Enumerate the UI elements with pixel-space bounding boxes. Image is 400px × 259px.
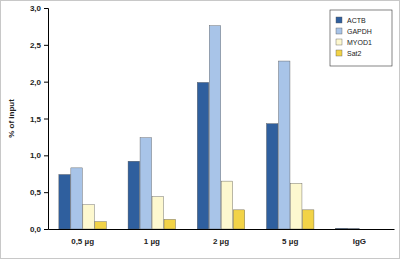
bar	[164, 219, 176, 229]
legend-label: ACTB	[347, 17, 366, 24]
y-tick-mark	[44, 45, 48, 46]
bar	[197, 82, 209, 229]
x-axis: 0,5 µg 1 µg 2 µg 5 µg IgG	[49, 229, 395, 246]
series	[71, 26, 359, 229]
bar	[278, 61, 290, 229]
x-tick-label: 1 µg	[144, 237, 160, 246]
chart: 0,0 0,5 1,0 1,5 2,0 2,5 3,0 0,5 µg 1 µg 2 µg 5 µg I…	[0, 0, 400, 259]
y-axis-line	[44, 9, 49, 230]
frame	[1, 1, 400, 259]
legend-item: MYOD1	[336, 39, 372, 46]
y-tick-mark	[44, 8, 48, 9]
y-tick: 0,0	[30, 225, 48, 234]
legend-label: MYOD1	[347, 39, 372, 46]
legend-item: ACTB	[336, 17, 366, 24]
legend-label: Sat2	[347, 50, 362, 57]
y-tick: 2,5	[30, 41, 48, 50]
y-tick-mark	[44, 155, 48, 156]
bar	[128, 161, 140, 229]
series	[59, 82, 347, 229]
legend-box	[330, 10, 392, 66]
y-tick-label: 0,5	[30, 188, 42, 197]
plot: 0,0 0,5 1,0 1,5 2,0 2,5 3,0 0,5 µg 1 µg 2 µg 5 µg I…	[30, 4, 395, 246]
series	[95, 210, 314, 229]
x-tick-label: IgG	[353, 237, 366, 246]
x-tick-label: 5 µg	[282, 237, 298, 246]
legend-swatch	[336, 50, 342, 56]
y-tick: 3,0	[30, 4, 48, 13]
bar	[360, 229, 372, 230]
y-tick: 0,5	[30, 188, 48, 197]
x-axis-line	[49, 229, 395, 230]
legend-label: GAPDH	[347, 28, 372, 35]
x-tick: 0,5 µg	[71, 229, 94, 246]
y-tick-mark	[44, 119, 48, 120]
x-tick: 1 µg	[144, 229, 160, 246]
y-tick-label: 2,0	[30, 78, 42, 87]
y-tick-label: 1,0	[30, 151, 42, 160]
legend-swatch	[336, 39, 342, 45]
bar	[266, 124, 278, 229]
x-tick: 5 µg	[282, 229, 298, 246]
bar	[209, 26, 221, 229]
bar	[140, 138, 152, 229]
series	[83, 181, 302, 229]
legend-item: Sat2	[336, 50, 362, 57]
y-tick-mark	[44, 229, 48, 230]
y-tick-label: 2,5	[30, 41, 42, 50]
y-tick: 1,5	[30, 115, 48, 124]
y-tick: 1,0	[30, 151, 48, 160]
bar	[152, 197, 164, 229]
legend: ACTB GAPDH MYOD1 Sat2	[330, 10, 392, 66]
bar	[83, 205, 95, 229]
y-axis: 0,0 0,5 1,0 1,5 2,0 2,5 3,0	[30, 4, 49, 234]
bar	[59, 174, 71, 229]
bar	[290, 183, 302, 229]
y-tick-label: 1,5	[30, 115, 42, 124]
legend-swatch	[336, 28, 342, 34]
y-tick: 2,0	[30, 78, 48, 87]
bar	[221, 181, 233, 229]
y-tick-label: 0,0	[30, 225, 42, 234]
bar	[233, 210, 245, 229]
bar	[95, 222, 107, 229]
y-tick-mark	[44, 82, 48, 83]
bar	[336, 228, 348, 229]
x-tick-label: 2 µg	[213, 237, 229, 246]
bar	[71, 168, 83, 229]
x-tick-label: 0,5 µg	[71, 237, 94, 246]
legend-item: GAPDH	[336, 28, 372, 35]
bar	[348, 228, 360, 229]
bar	[302, 210, 314, 229]
y-tick-mark	[44, 192, 48, 193]
x-tick: IgG	[353, 229, 366, 246]
legend-swatch	[336, 17, 342, 23]
bars	[59, 26, 359, 229]
bar	[372, 229, 384, 230]
x-tick: 2 µg	[213, 229, 229, 246]
y-axis-title: % of input	[7, 99, 16, 138]
y-tick-label: 3,0	[30, 4, 42, 13]
